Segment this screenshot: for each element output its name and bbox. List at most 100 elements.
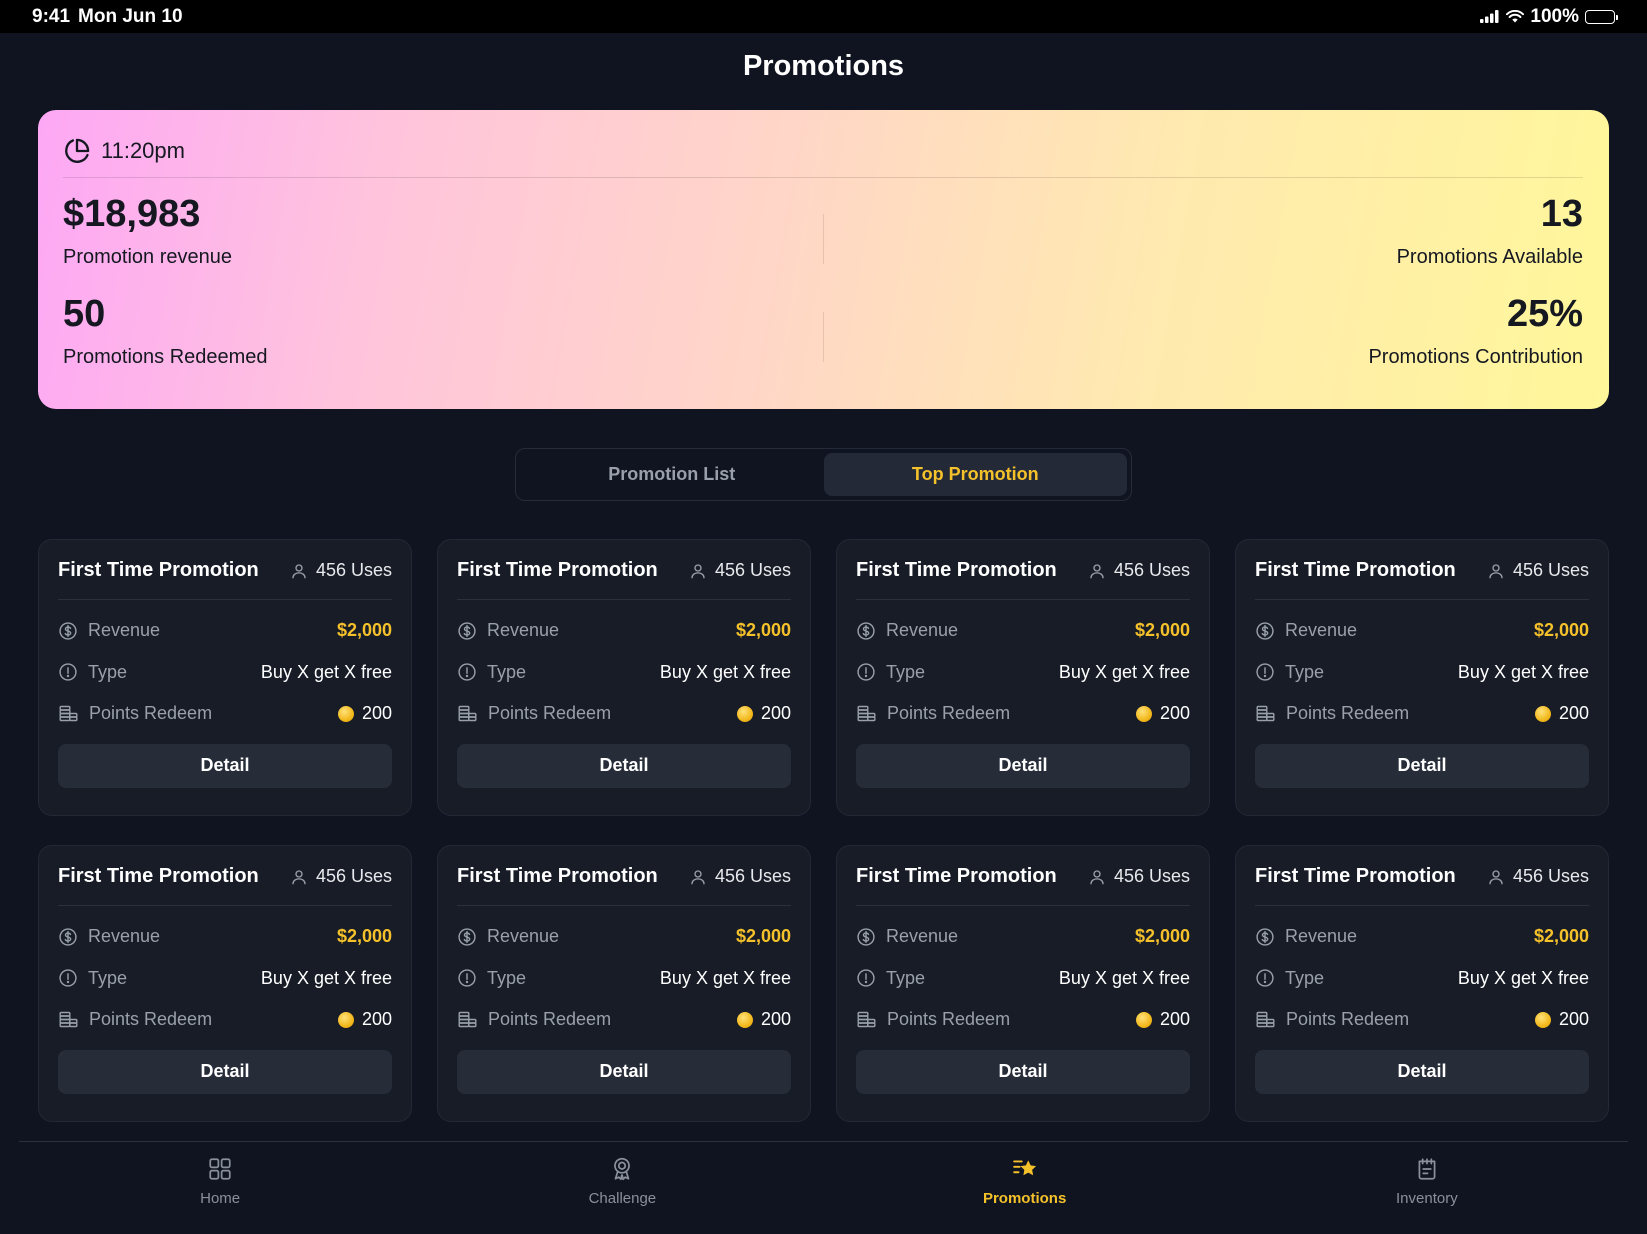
card-title: First Time Promotion: [58, 865, 259, 887]
coins-stack-icon: [457, 703, 478, 724]
revenue-row: Revenue $2,000: [1255, 916, 1589, 958]
points-value: 200: [1558, 1009, 1589, 1030]
revenue-label-group: Revenue: [856, 620, 958, 641]
points-row: Points Redeem 200: [457, 999, 791, 1041]
points-row: Points Redeem 200: [58, 693, 392, 735]
points-label-group: Points Redeem: [856, 703, 1010, 724]
nav-challenge-label: Challenge: [588, 1190, 657, 1207]
card-header: First Time Promotion 456 Uses: [457, 864, 791, 906]
points-label: Points Redeem: [887, 703, 1011, 724]
status-right: 100%: [1480, 5, 1618, 28]
summary-stats: $18,983 Promotion revenue 13 Promotions …: [63, 192, 1583, 392]
tab-promotion-list[interactable]: Promotion List: [608, 464, 736, 484]
type-value: Buy X get X free: [659, 661, 791, 682]
type-value: Buy X get X free: [1457, 661, 1589, 682]
detail-button[interactable]: Detail: [856, 1049, 1190, 1094]
nav-challenge[interactable]: Challenge: [421, 1142, 823, 1234]
nav-promotions-label: Promotions: [982, 1190, 1067, 1207]
revenue-value: $2,000: [735, 620, 791, 641]
type-label-group: Type: [58, 662, 127, 683]
detail-button[interactable]: Detail: [58, 743, 392, 788]
revenue-value: $2,000: [735, 926, 791, 947]
card-header: First Time Promotion 456 Uses: [58, 864, 392, 906]
divider: [823, 312, 824, 362]
uses-count: 456 Uses: [689, 560, 791, 581]
nav-inventory[interactable]: Inventory: [1226, 1142, 1628, 1234]
points-label-group: Points Redeem: [457, 1009, 611, 1030]
coin-icon: [1534, 705, 1551, 722]
revenue-value: $2,000: [336, 926, 392, 947]
detail-button[interactable]: Detail: [58, 1049, 392, 1094]
user-icon: [1088, 868, 1106, 886]
status-time: 9:41: [32, 5, 71, 27]
uses-text: 456 Uses: [1512, 560, 1589, 580]
points-row: Points Redeem 200: [856, 999, 1190, 1041]
coins-stack-icon: [856, 1009, 877, 1030]
info-circle-icon: [58, 968, 78, 988]
stat-redeemed-value: 50: [63, 293, 106, 335]
uses-text: 456 Uses: [1512, 866, 1589, 886]
nav-promotions[interactable]: Promotions: [824, 1142, 1226, 1234]
points-value: 200: [1558, 703, 1589, 724]
user-icon: [290, 562, 308, 580]
dollar-circle-icon: [58, 621, 78, 641]
type-label: Type: [88, 661, 128, 682]
coin-icon: [1135, 1011, 1152, 1028]
revenue-label-group: Revenue: [1255, 926, 1357, 947]
stat-contribution-label: Promotions Contribution: [1368, 345, 1583, 368]
type-label: Type: [1285, 967, 1325, 988]
coins-stack-icon: [856, 703, 877, 724]
dollar-circle-icon: [856, 927, 876, 947]
nav-home-label: Home: [200, 1190, 241, 1207]
detail-button[interactable]: Detail: [457, 743, 791, 788]
points-label: Points Redeem: [89, 1009, 213, 1030]
points-value: 200: [361, 703, 392, 724]
segmented-tabs: Promotion List Top Promotion: [515, 448, 1132, 501]
detail-button[interactable]: Detail: [1255, 1049, 1589, 1094]
revenue-value: $2,000: [1134, 926, 1190, 947]
stat-redeemed: 50 Promotions Redeemed: [63, 292, 823, 392]
points-label: Points Redeem: [1286, 1009, 1410, 1030]
tab-top-promotion[interactable]: Top Promotion: [823, 453, 1127, 496]
points-value: 200: [760, 1009, 791, 1030]
dollar-circle-icon: [1255, 621, 1275, 641]
card-title: First Time Promotion: [1255, 559, 1456, 581]
revenue-row: Revenue $2,000: [856, 916, 1190, 958]
uses-text: 456 Uses: [1113, 866, 1190, 886]
detail-button[interactable]: Detail: [856, 743, 1190, 788]
clipboard-icon: [1414, 1156, 1440, 1182]
type-row: Type Buy X get X free: [1255, 958, 1589, 1000]
revenue-value: $2,000: [1134, 620, 1190, 641]
points-label-group: Points Redeem: [58, 703, 212, 724]
promotion-card: First Time Promotion 456 Uses Revenue $2…: [1235, 845, 1609, 1122]
type-row: Type Buy X get X free: [1255, 652, 1589, 694]
points-label: Points Redeem: [89, 703, 213, 724]
revenue-label: Revenue: [88, 926, 161, 947]
card-header: First Time Promotion 456 Uses: [1255, 558, 1589, 600]
battery-percent: 100%: [1530, 5, 1579, 27]
points-value-group: 200: [736, 703, 791, 724]
points-label-group: Points Redeem: [457, 703, 611, 724]
revenue-row: Revenue $2,000: [856, 610, 1190, 652]
type-value: Buy X get X free: [659, 967, 791, 988]
uses-text: 456 Uses: [315, 560, 392, 580]
card-title: First Time Promotion: [58, 559, 259, 581]
type-label-group: Type: [1255, 662, 1324, 683]
type-value: Buy X get X free: [1457, 967, 1589, 988]
uses-text: 456 Uses: [714, 866, 791, 886]
coin-icon: [337, 705, 354, 722]
pie-chart-icon: [63, 137, 91, 165]
stat-available-label: Promotions Available: [1396, 245, 1583, 268]
points-value: 200: [760, 703, 791, 724]
nav-home[interactable]: Home: [19, 1142, 421, 1234]
coins-stack-icon: [58, 703, 79, 724]
user-icon: [1088, 562, 1106, 580]
stat-revenue: $18,983 Promotion revenue: [63, 192, 823, 292]
summary-header: 11:20pm: [63, 136, 1583, 178]
award-icon: [609, 1156, 635, 1182]
promotion-card: First Time Promotion 456 Uses Revenue $2…: [38, 539, 412, 816]
points-value-group: 200: [1534, 1009, 1589, 1030]
points-value-group: 200: [337, 1009, 392, 1030]
detail-button[interactable]: Detail: [1255, 743, 1589, 788]
detail-button[interactable]: Detail: [457, 1049, 791, 1094]
